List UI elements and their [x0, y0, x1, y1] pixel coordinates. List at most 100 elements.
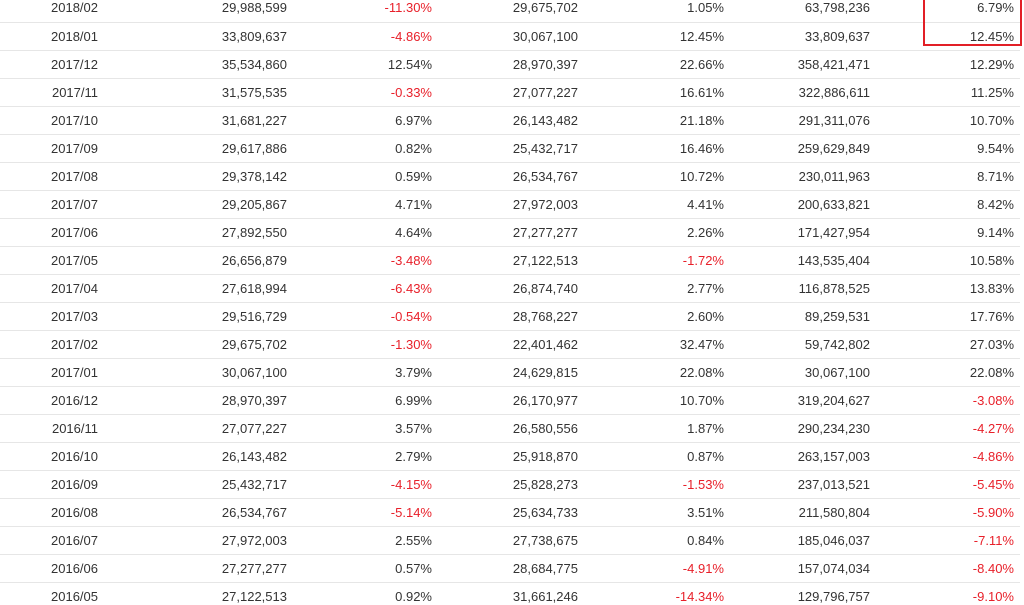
change-cell: -11.30% — [287, 0, 432, 23]
value-cell: 211,580,804 — [724, 498, 870, 527]
month-cell: 2017/10 — [0, 106, 100, 135]
change-cell: -4.86% — [287, 22, 432, 51]
value-cell: 31,681,227 — [100, 106, 287, 135]
change-cell: -1.30% — [287, 330, 432, 359]
value-cell: 27,122,513 — [100, 582, 287, 605]
table-row: 2017/11 31,575,535 -0.33% 27,077,227 16.61% 3… — [0, 78, 1020, 107]
change-cell: 3.51% — [578, 498, 724, 527]
change-cell: 13.83% — [870, 274, 1020, 303]
change-cell: 12.29% — [870, 50, 1020, 79]
change-cell: 16.61% — [578, 78, 724, 107]
change-cell: 12.45% — [870, 22, 1020, 51]
month-cell: 2017/09 — [0, 134, 100, 163]
value-cell: 28,970,397 — [432, 50, 578, 79]
value-cell: 24,629,815 — [432, 358, 578, 387]
change-cell: -4.27% — [870, 414, 1020, 443]
change-cell: 2.55% — [287, 526, 432, 555]
value-cell: 26,170,977 — [432, 386, 578, 415]
change-cell: -0.33% — [287, 78, 432, 107]
change-cell: 4.71% — [287, 190, 432, 219]
value-cell: 27,077,227 — [100, 414, 287, 443]
month-cell: 2018/01 — [0, 22, 100, 51]
value-cell: 28,684,775 — [432, 554, 578, 583]
change-cell: -5.14% — [287, 498, 432, 527]
table-row: 2017/12 35,534,860 12.54% 28,970,397 22.66% 3… — [0, 50, 1020, 79]
value-cell: 200,633,821 — [724, 190, 870, 219]
value-cell: 29,988,599 — [100, 0, 287, 23]
change-cell: 0.57% — [287, 554, 432, 583]
change-cell: -4.91% — [578, 554, 724, 583]
change-cell: 2.60% — [578, 302, 724, 331]
change-cell: 12.54% — [287, 50, 432, 79]
table-row: 2016/10 26,143,482 2.79% 25,918,870 0.87% 263… — [0, 442, 1020, 471]
change-cell: -4.15% — [287, 470, 432, 499]
month-cell: 2016/07 — [0, 526, 100, 555]
value-cell: 185,046,037 — [724, 526, 870, 555]
month-cell: 2017/04 — [0, 274, 100, 303]
change-cell: 22.08% — [870, 358, 1020, 387]
value-cell: 26,580,556 — [432, 414, 578, 443]
value-cell: 29,516,729 — [100, 302, 287, 331]
change-cell: 4.41% — [578, 190, 724, 219]
value-cell: 63,798,236 — [724, 0, 870, 23]
month-cell: 2017/05 — [0, 246, 100, 275]
table-row: 2017/05 26,656,879 -3.48% 27,122,513 -1.72% 1… — [0, 246, 1020, 275]
value-cell: 27,277,277 — [432, 218, 578, 247]
value-cell: 28,970,397 — [100, 386, 287, 415]
table-row: 2016/09 25,432,717 -4.15% 25,828,273 -1.53% 2… — [0, 470, 1020, 499]
value-cell: 29,378,142 — [100, 162, 287, 191]
value-cell: 291,311,076 — [724, 106, 870, 135]
table-row: 2017/06 27,892,550 4.64% 27,277,277 2.26% 171… — [0, 218, 1020, 247]
value-cell: 157,074,034 — [724, 554, 870, 583]
table-row: 2016/12 28,970,397 6.99% 26,170,977 10.70% 31… — [0, 386, 1020, 415]
change-cell: 1.05% — [578, 0, 724, 23]
table-row: 2016/07 27,972,003 2.55% 27,738,675 0.84% 185… — [0, 526, 1020, 555]
change-cell: -0.54% — [287, 302, 432, 331]
change-cell: 4.64% — [287, 218, 432, 247]
change-cell: 6.97% — [287, 106, 432, 135]
value-cell: 26,534,767 — [100, 498, 287, 527]
value-cell: 25,432,717 — [432, 134, 578, 163]
value-cell: 22,401,462 — [432, 330, 578, 359]
month-cell: 2017/02 — [0, 330, 100, 359]
month-cell: 2016/05 — [0, 582, 100, 605]
value-cell: 25,634,733 — [432, 498, 578, 527]
value-cell: 25,918,870 — [432, 442, 578, 471]
value-cell: 27,618,994 — [100, 274, 287, 303]
change-cell: -7.11% — [870, 526, 1020, 555]
value-cell: 27,277,277 — [100, 554, 287, 583]
value-cell: 35,534,860 — [100, 50, 287, 79]
change-cell: 0.84% — [578, 526, 724, 555]
change-cell: 9.54% — [870, 134, 1020, 163]
month-cell: 2017/01 — [0, 358, 100, 387]
table-row: 2016/08 26,534,767 -5.14% 25,634,733 3.51% 21… — [0, 498, 1020, 527]
change-cell: -5.90% — [870, 498, 1020, 527]
value-cell: 33,809,637 — [724, 22, 870, 51]
value-cell: 27,892,550 — [100, 218, 287, 247]
change-cell: 2.77% — [578, 274, 724, 303]
change-cell: -4.86% — [870, 442, 1020, 471]
value-cell: 171,427,954 — [724, 218, 870, 247]
month-cell: 2017/03 — [0, 302, 100, 331]
value-cell: 26,534,767 — [432, 162, 578, 191]
value-cell: 143,535,404 — [724, 246, 870, 275]
table-row: 2017/04 27,618,994 -6.43% 26,874,740 2.77% 11… — [0, 274, 1020, 303]
change-cell: 12.45% — [578, 22, 724, 51]
change-cell: -6.43% — [287, 274, 432, 303]
change-cell: 8.71% — [870, 162, 1020, 191]
value-cell: 33,809,637 — [100, 22, 287, 51]
value-cell: 31,575,535 — [100, 78, 287, 107]
month-cell: 2016/11 — [0, 414, 100, 443]
change-cell: 10.72% — [578, 162, 724, 191]
value-cell: 237,013,521 — [724, 470, 870, 499]
change-cell: -9.10% — [870, 582, 1020, 605]
value-cell: 26,143,482 — [100, 442, 287, 471]
table-row: 2017/07 29,205,867 4.71% 27,972,003 4.41% 200… — [0, 190, 1020, 219]
change-cell: 2.79% — [287, 442, 432, 471]
value-cell: 27,738,675 — [432, 526, 578, 555]
change-cell: 16.46% — [578, 134, 724, 163]
change-cell: -14.34% — [578, 582, 724, 605]
month-cell: 2016/12 — [0, 386, 100, 415]
